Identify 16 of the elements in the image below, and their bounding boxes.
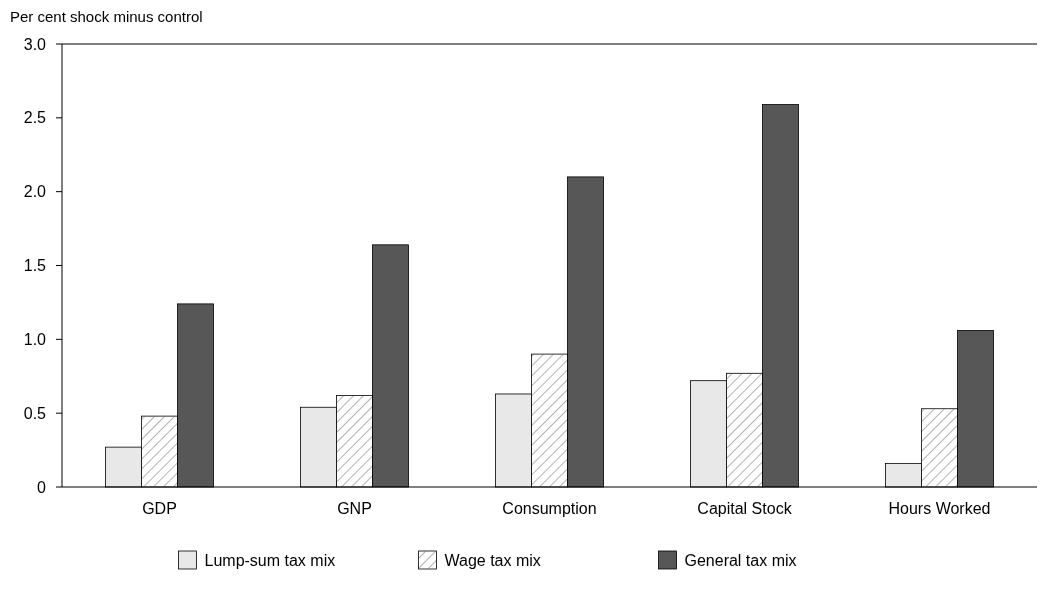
y-tick-label: 2.5 xyxy=(23,109,47,127)
y-tick-label: 1.5 xyxy=(23,257,47,275)
y-tick-label: 0 xyxy=(37,478,47,496)
legend-label: Lump-sum tax mix xyxy=(204,551,336,569)
x-tick-label: Capital Stock xyxy=(697,500,793,517)
y-tick-label: 3.0 xyxy=(23,35,47,53)
x-tick-label: Consumption xyxy=(502,500,597,517)
y-axis-title: Per cent shock minus control xyxy=(10,8,203,25)
x-tick-label: GDP xyxy=(142,500,177,517)
y-tick-label: 0.5 xyxy=(23,404,47,422)
y-tick-label: 1.0 xyxy=(23,330,47,348)
y-tick-label: 2.0 xyxy=(23,183,47,201)
legend-label: Wage tax mix xyxy=(444,551,541,569)
legend-label: General tax mix xyxy=(684,551,797,569)
x-tick-label: Hours Worked xyxy=(888,500,991,517)
x-tick-label: GNP xyxy=(337,500,372,517)
